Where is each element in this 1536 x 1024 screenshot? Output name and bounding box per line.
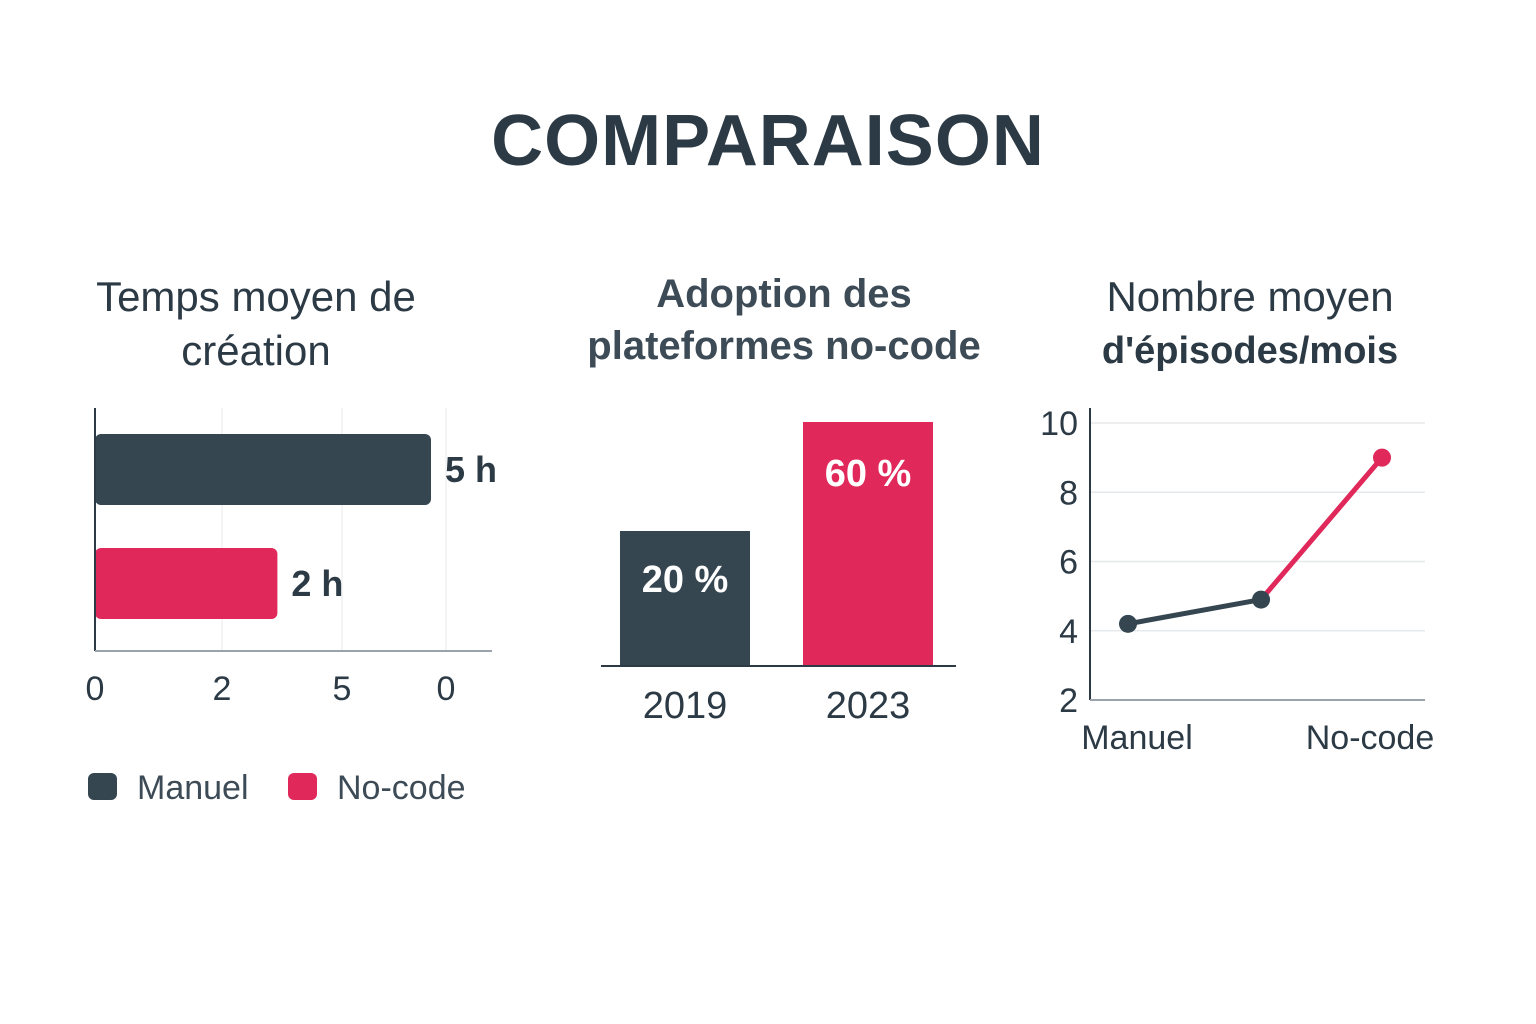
- x-tick-label: 5: [333, 670, 352, 708]
- title-line-2: d'épisodes/mois: [1101, 330, 1399, 372]
- bar-chart-time-title: Temps moyen de création: [40, 270, 472, 378]
- title-line-1: Temps moyen de: [96, 273, 416, 320]
- x-tick-label: 2023: [826, 685, 911, 727]
- y-tick-label: 6: [1059, 544, 1078, 582]
- bar-2019: [620, 531, 750, 666]
- series-line-manuel: [1125, 597, 1264, 627]
- main-title: COMPARAISON: [491, 101, 1045, 181]
- title-line-1: Nombre moyen: [1106, 273, 1394, 320]
- value-label: 2 h: [291, 563, 343, 604]
- y-tick-label: 4: [1059, 613, 1078, 651]
- x-tick-label: Manuel: [1081, 719, 1193, 757]
- x-tick-label: No-code: [1306, 719, 1435, 757]
- legend-label: Manuel: [137, 769, 249, 807]
- x-tick-label: 0: [86, 670, 105, 708]
- value-label: 5 h: [445, 449, 497, 490]
- legend-label: No-code: [337, 769, 466, 807]
- series-line-no-code: [1258, 455, 1385, 603]
- data-point: [1119, 614, 1137, 633]
- bar-no-code: [95, 548, 278, 619]
- bar-2023: [803, 422, 933, 666]
- y-tick-label: 2: [1059, 682, 1078, 720]
- title-line-2: plateformes no-code: [587, 324, 981, 368]
- line-chart-episodes-title: Nombre moyen d'épisodes/mois: [1040, 270, 1460, 378]
- bar-chart-adoption-title: Adoption des plateformes no-code: [560, 268, 1008, 372]
- legend-swatch-no-code: [288, 773, 317, 800]
- x-tick-label: 2: [213, 670, 232, 708]
- title-line-2: création: [181, 327, 331, 374]
- data-point: [1252, 590, 1271, 609]
- bar-manuel: [95, 434, 431, 505]
- x-tick-label: 2019: [643, 685, 728, 727]
- value-label: 20 %: [642, 559, 729, 601]
- y-tick-label: 10: [1040, 405, 1078, 443]
- data-point: [1373, 448, 1391, 467]
- legend-swatch-manuel: [88, 773, 117, 800]
- value-label: 60 %: [825, 453, 912, 495]
- title-line-1: Adoption des: [656, 272, 912, 316]
- y-tick-label: 8: [1059, 474, 1078, 512]
- x-tick-label: 0: [437, 670, 456, 708]
